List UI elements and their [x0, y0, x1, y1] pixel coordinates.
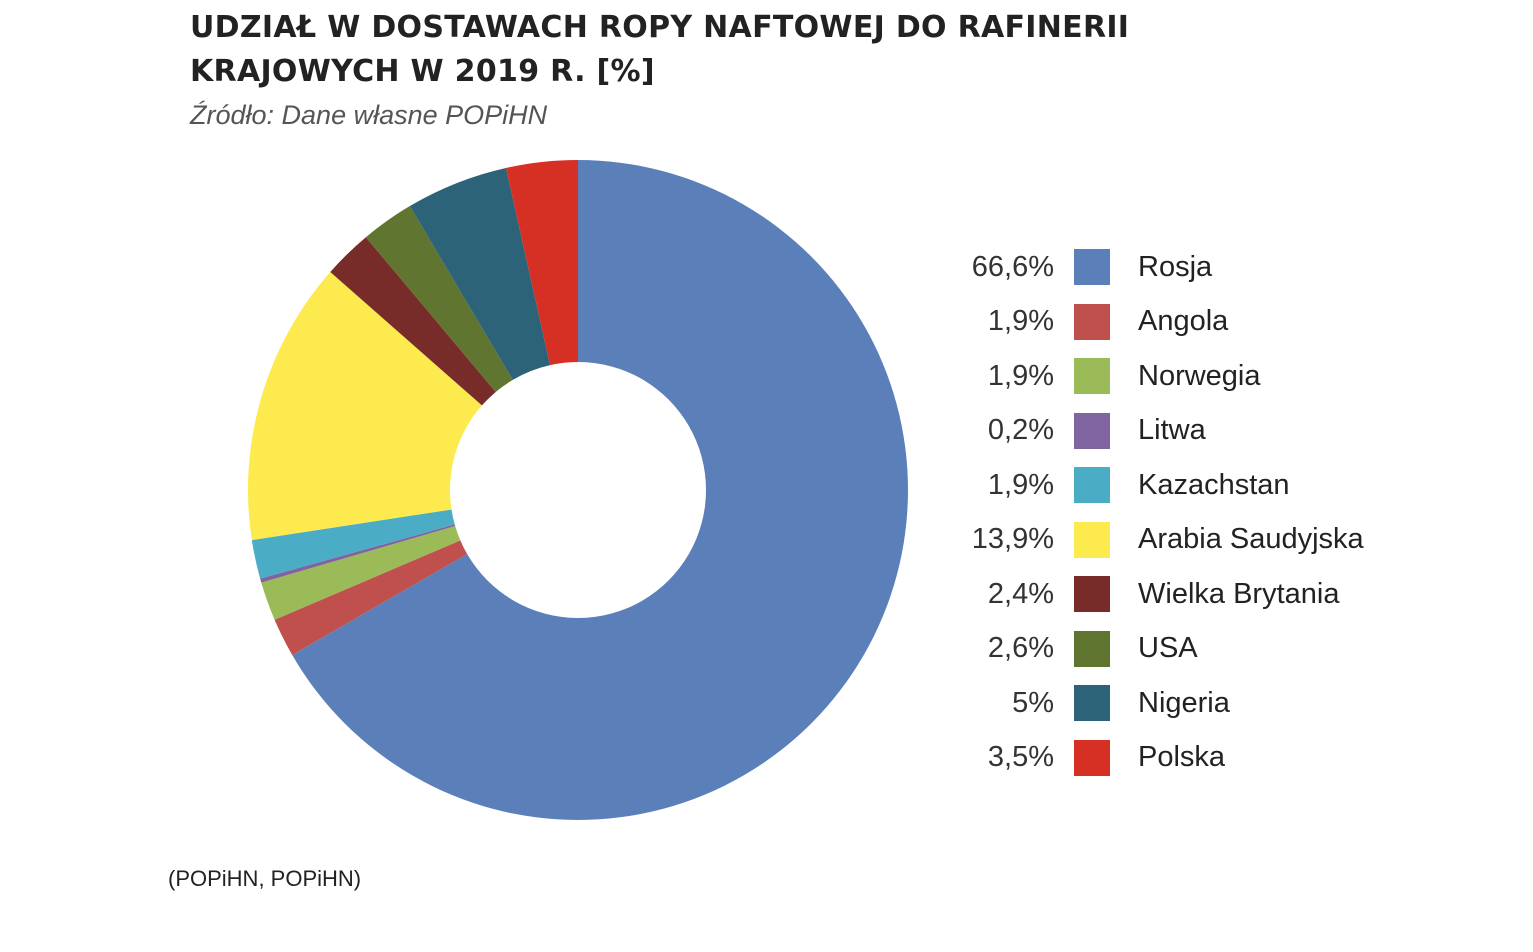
legend-swatch	[1074, 358, 1110, 395]
chart-legend: 66,6% Rosja 1,9% Angola 1,9% Norwegia 0,2% Litw…	[930, 240, 1410, 785]
legend-item-polska: 3,5% Polska	[930, 731, 1410, 786]
chart-title: UDZIAŁ W DOSTAWACH ROPY NAFTOWEJ DO RAFI…	[190, 10, 1130, 89]
legend-value: 2,6%	[987, 632, 1054, 665]
legend-item-kazachstan: 1,9% Kazachstan	[930, 458, 1410, 513]
donut-slice-polska	[505, 160, 578, 366]
legend-value: 1,9%	[987, 468, 1054, 501]
donut-slice-litwa	[260, 524, 456, 583]
legend-item-rosja: 66,6% Rosja	[930, 240, 1410, 295]
donut-slice-nigeria	[409, 167, 551, 380]
legend-value: 13,9%	[971, 523, 1054, 556]
legend-swatch	[1074, 249, 1110, 286]
legend-swatch	[1074, 685, 1110, 722]
legend-label: Nigeria	[1138, 686, 1230, 719]
legend-value: 1,9%	[987, 305, 1054, 338]
legend-swatch	[1074, 576, 1110, 613]
legend-label: Rosja	[1138, 250, 1213, 283]
legend-swatch	[1074, 303, 1110, 340]
legend-value: 0,2%	[987, 414, 1054, 447]
legend-item-angola: 1,9% Angola	[930, 295, 1410, 350]
legend-item-litwa: 0,2% Litwa	[930, 404, 1410, 459]
donut-slice-angola	[274, 540, 468, 655]
legend-label: Litwa	[1138, 414, 1206, 447]
chart-subtitle: Źródło: Dane własne POPiHN	[190, 100, 548, 130]
legend-swatch	[1074, 467, 1110, 504]
legend-swatch	[1074, 630, 1110, 667]
legend-label: Angola	[1138, 305, 1229, 338]
legend-item-norwegia: 1,9% Norwegia	[930, 349, 1410, 404]
legend-item-usa: 2,6% USA	[930, 622, 1410, 677]
legend-label: Polska	[1138, 741, 1226, 774]
legend-swatch	[1074, 739, 1110, 776]
donut-slice-arabia-saudyjska	[248, 271, 482, 541]
legend-value: 2,4%	[987, 577, 1054, 610]
legend-label: Kazachstan	[1138, 468, 1290, 501]
legend-label: Wielka Brytania	[1138, 577, 1340, 610]
donut-slice-usa	[365, 206, 513, 392]
legend-item-nigeria: 5% Nigeria	[930, 676, 1410, 731]
donut-slice-norwegia	[261, 525, 461, 620]
legend-item-arabia-saudyjska: 13,9% Arabia Saudyjska	[930, 513, 1410, 568]
legend-label: Norwegia	[1138, 359, 1261, 392]
legend-label: Arabia Saudyjska	[1138, 523, 1364, 556]
donut-slice-wielka-brytania	[330, 237, 496, 406]
legend-value: 1,9%	[987, 359, 1054, 392]
legend-swatch	[1074, 412, 1110, 449]
legend-item-wielka-brytania: 2,4% Wielka Brytania	[930, 567, 1410, 622]
legend-value: 3,5%	[987, 741, 1054, 774]
donut-slice-kazachstan	[251, 509, 455, 579]
donut-slice-rosja	[292, 160, 908, 820]
legend-value: 5%	[1012, 686, 1054, 719]
legend-swatch	[1074, 521, 1110, 558]
legend-label: USA	[1138, 632, 1198, 665]
legend-value: 66,6%	[971, 250, 1054, 283]
image-caption: (POPiHN, POPiHN)	[168, 866, 362, 891]
